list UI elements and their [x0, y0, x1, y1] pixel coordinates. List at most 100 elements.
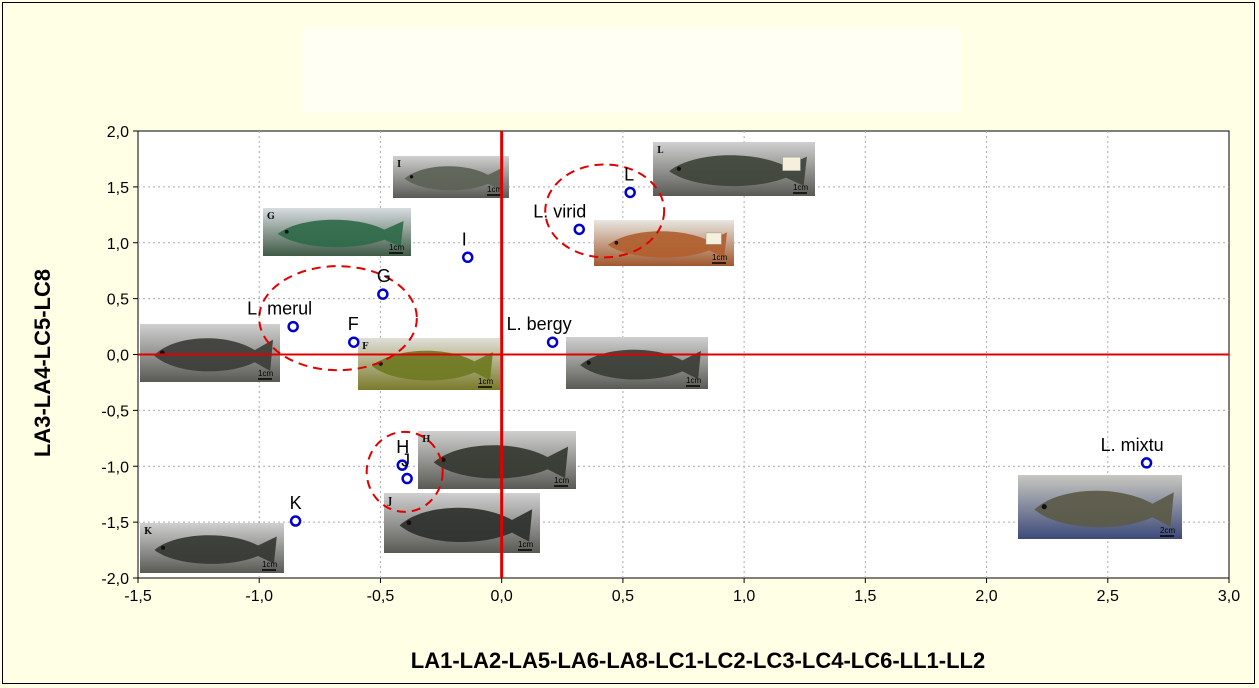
x-axis-ticks: -1,5 -1,0 -0,5 0,0 0,5 1,0 1,5 2,0 2,5 3,0 [124, 578, 1240, 605]
fish-photo: 1cm [140, 324, 280, 382]
photo-letter: L [657, 146, 664, 156]
y-tick-label: 0,0 [107, 348, 129, 365]
x-tick-label: -0,5 [367, 588, 395, 605]
data-point [546, 336, 559, 348]
scale-label: 2cm [1160, 526, 1175, 535]
fish-shape [1034, 490, 1174, 528]
scale-label: 1cm [518, 540, 533, 549]
data-point [573, 223, 585, 236]
fish-shape [399, 507, 533, 543]
point-label: L. bergy [507, 314, 572, 334]
fish-shape [580, 349, 701, 380]
fish-shape [669, 155, 807, 187]
fish-photo: J 1cm [384, 493, 540, 553]
data-point [287, 320, 299, 333]
point-label: I [462, 229, 467, 249]
x-tick-label: -1,0 [245, 588, 273, 605]
fish-eye [161, 545, 166, 550]
data-point [624, 186, 636, 199]
fish-shape [404, 166, 504, 191]
fish-eye [614, 240, 619, 245]
blank-title-area [301, 28, 961, 113]
scale-label: 1cm [487, 185, 502, 194]
fish-shape [372, 350, 493, 381]
scale-label: 1cm [389, 243, 404, 252]
data-point [461, 251, 474, 264]
x-tick-label: 2,0 [975, 588, 997, 605]
fish-eye [409, 175, 414, 179]
x-tick-label: 0,5 [612, 588, 634, 605]
point-label: H [396, 437, 409, 457]
scatter-chart: I 1cm L 1cm G 1cm 1cm 1cm F 1cm 1cm H 1cm J 1cm K 1cm 2cm… [30, 28, 1240, 673]
scale-label: 1cm [712, 253, 727, 262]
y-tick-label: 0,5 [107, 292, 129, 309]
y-tick-label: -1,0 [101, 459, 129, 476]
photo-letter: J [387, 497, 392, 507]
y-tick-label: 2,0 [107, 124, 129, 141]
point-label: F [348, 314, 359, 334]
specimen-tag [705, 232, 722, 245]
fish-photo: L 1cm [653, 142, 815, 196]
x-tick-label: 0,0 [491, 588, 513, 605]
point-label: L. mixtu [1101, 435, 1164, 455]
scale-label: 1cm [554, 476, 569, 485]
data-point [1140, 457, 1153, 469]
fish-photo: I 1cm [393, 156, 509, 198]
x-tick-label: 2,5 [1097, 588, 1119, 605]
photo-letter: F [362, 342, 369, 352]
photo-letter: K [144, 527, 153, 537]
data-point [348, 336, 360, 348]
point-label: L [624, 164, 634, 184]
photo-letter: H [422, 435, 431, 445]
fish-eye [676, 166, 682, 171]
point-label: G [377, 266, 391, 286]
fish-photos: I 1cm L 1cm G 1cm 1cm 1cm F 1cm 1cm H 1cm J 1cm K 1cm 2cm [140, 142, 1182, 573]
x-tick-label: 1,0 [733, 588, 755, 605]
y-axis-title: LA3-LA4-LC5-LC8 [30, 269, 55, 457]
cluster-ellipses [258, 163, 666, 513]
y-tick-label: -2,0 [101, 571, 129, 588]
scale-label: 1cm [793, 183, 808, 192]
scale-label: 1cm [262, 560, 277, 569]
fish-photo: 1cm [566, 337, 708, 389]
data-point [396, 459, 409, 471]
point-label: J [401, 451, 410, 471]
cluster-ellipse [258, 265, 418, 372]
fish-eye [1041, 504, 1047, 510]
data-point [401, 472, 413, 485]
scale-label: 1cm [478, 377, 493, 386]
point-label: K [290, 493, 302, 513]
cluster-ellipse [544, 163, 666, 259]
cluster-ellipse [365, 430, 444, 513]
y-tick-label: -1,5 [101, 515, 129, 532]
data-point [289, 515, 302, 527]
fish-shape [277, 219, 404, 248]
fish-eye [586, 360, 591, 365]
point-label: L. merul [247, 299, 312, 319]
fish-eye [284, 229, 289, 234]
fish-eye [406, 520, 412, 526]
y-tick-label: 1,0 [107, 236, 129, 253]
y-tick-label: -0,5 [101, 403, 129, 420]
scale-label: 1cm [258, 369, 273, 378]
y-axis-ticks: 2,0 1,5 1,0 0,5 0,0 -0,5 -1,0 -1,5 -2,0 [101, 124, 138, 588]
data-point [377, 288, 389, 300]
specimen-tag [782, 156, 801, 171]
y-tick-label: 1,5 [107, 180, 129, 197]
fish-photo: G 1cm [263, 208, 411, 256]
fish-photo: 2cm [1018, 475, 1182, 539]
fish-shape [608, 231, 727, 258]
x-tick-label: -1,5 [124, 588, 152, 605]
data-points [287, 186, 1153, 527]
reference-lines [138, 131, 1229, 578]
fish-photo: F 1cm [358, 338, 500, 390]
scale-label: 1cm [686, 376, 701, 385]
x-tick-label: 1,5 [854, 588, 876, 605]
photo-letter: G [267, 212, 275, 222]
point-label: L. virid [533, 201, 586, 221]
x-axis-title: LA1-LA2-LA5-LA6-LA8-LC1-LC2-LC3-LC4-LC6-… [411, 648, 985, 673]
fish-shape [154, 535, 277, 564]
fish-photo: K 1cm [140, 523, 284, 573]
